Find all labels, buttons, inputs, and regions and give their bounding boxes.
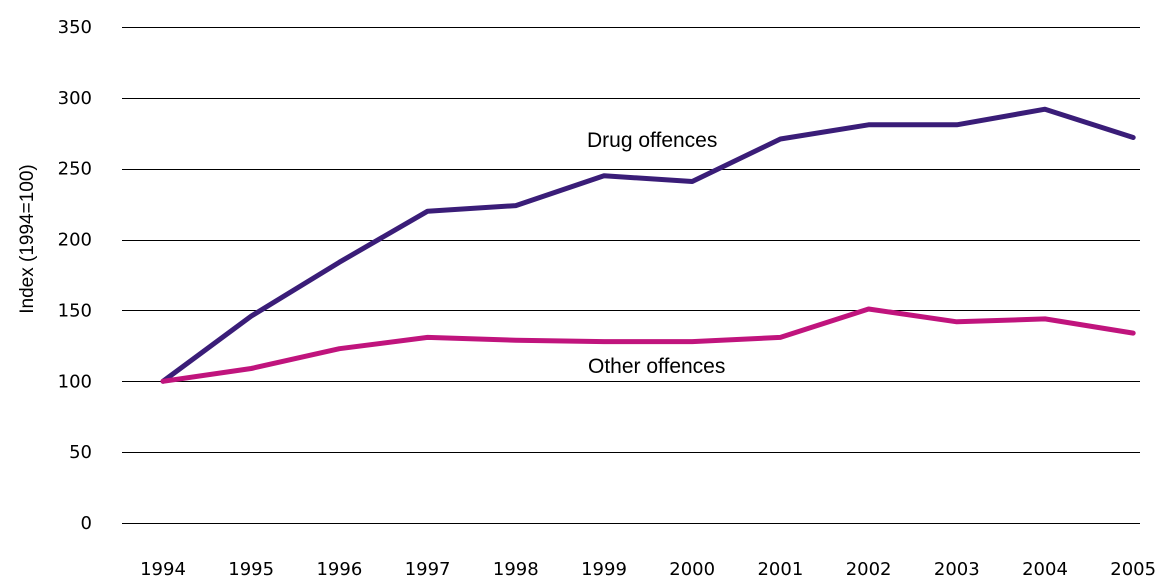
x-tick-label: 1994 — [140, 559, 186, 580]
x-tick-label: 2002 — [846, 559, 892, 580]
series-label-other-offences: Other offences — [588, 355, 725, 378]
y-tick-label: 50 — [69, 442, 92, 463]
y-tick-label: 300 — [58, 88, 92, 109]
x-tick-label: 1995 — [228, 559, 274, 580]
y-tick-label: 0 — [81, 513, 92, 534]
y-axis-ticks: 0 50 100 150 200 250 300 350 — [58, 17, 92, 534]
x-tick-label: 2001 — [757, 559, 803, 580]
series-lines — [160, 106, 1136, 384]
gridlines — [122, 27, 1140, 524]
x-tick-label: 1996 — [316, 559, 362, 580]
x-tick-label: 2000 — [669, 559, 715, 580]
x-axis-ticks: 1994 1995 1996 1997 1998 1999 2000 2001 2002 2003… — [140, 559, 1155, 580]
series-label-drug-offences: Drug offences — [587, 129, 717, 152]
series-line-drug-offences — [160, 106, 1136, 384]
y-tick-label: 250 — [58, 159, 92, 180]
y-tick-label: 350 — [58, 17, 92, 38]
x-tick-label: 2004 — [1022, 559, 1068, 580]
x-tick-label: 1998 — [493, 559, 539, 580]
y-tick-label: 200 — [58, 230, 92, 251]
x-tick-label: 1997 — [405, 559, 451, 580]
y-tick-label: 100 — [58, 371, 92, 392]
x-tick-label: 1999 — [581, 559, 627, 580]
y-axis-title: Index (1994=100) — [17, 164, 38, 313]
x-tick-label: 2005 — [1110, 559, 1155, 580]
series-line-other-offences — [160, 306, 1136, 384]
y-tick-label: 150 — [58, 300, 92, 321]
x-tick-label: 2003 — [934, 559, 980, 580]
